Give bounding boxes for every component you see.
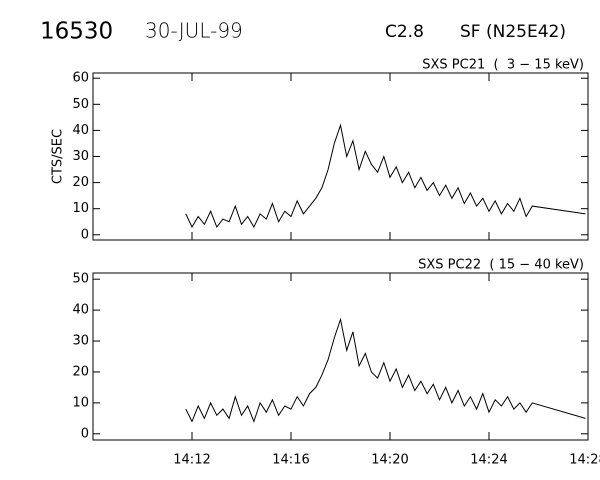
event-date: 30-JUL-99 [145, 19, 243, 43]
y-tick-label: 60 [72, 71, 89, 86]
y-tick-label: 10 [72, 395, 89, 410]
x-tick-label: 14:20 [371, 453, 408, 468]
plot-frame [92, 272, 589, 441]
x-tick-label: 14:12 [173, 453, 210, 468]
flare-class: C2.8 [385, 22, 424, 42]
data-line [185, 317, 586, 423]
event-id: 16530 [40, 19, 113, 45]
y-tick-label: 20 [72, 175, 89, 190]
panel-title: SXS PC21 ( 3 − 15 keV) [422, 58, 584, 73]
y-tick-label: 30 [72, 334, 89, 349]
y-tick-label: 0 [81, 426, 89, 441]
y-tick-label: 0 [81, 227, 89, 242]
y-tick-label: 40 [72, 123, 89, 138]
data-line [185, 123, 586, 229]
panel-title: SXS PC22 ( 15 − 40 keV) [418, 258, 584, 273]
plot-frame [92, 72, 589, 241]
x-tick-label: 14:24 [470, 453, 507, 468]
x-tick-label: 14:16 [272, 453, 309, 468]
y-axis-label: CTS/SEC [51, 129, 66, 184]
y-tick-label: 50 [72, 272, 89, 287]
y-tick-label: 30 [72, 149, 89, 164]
x-tick-label: 14:28 [569, 453, 600, 468]
y-tick-label: 40 [72, 303, 89, 318]
y-tick-label: 50 [72, 97, 89, 112]
flare-location: SF (N25E42) [460, 22, 566, 42]
y-tick-label: 20 [72, 364, 89, 379]
y-tick-label: 10 [72, 201, 89, 216]
